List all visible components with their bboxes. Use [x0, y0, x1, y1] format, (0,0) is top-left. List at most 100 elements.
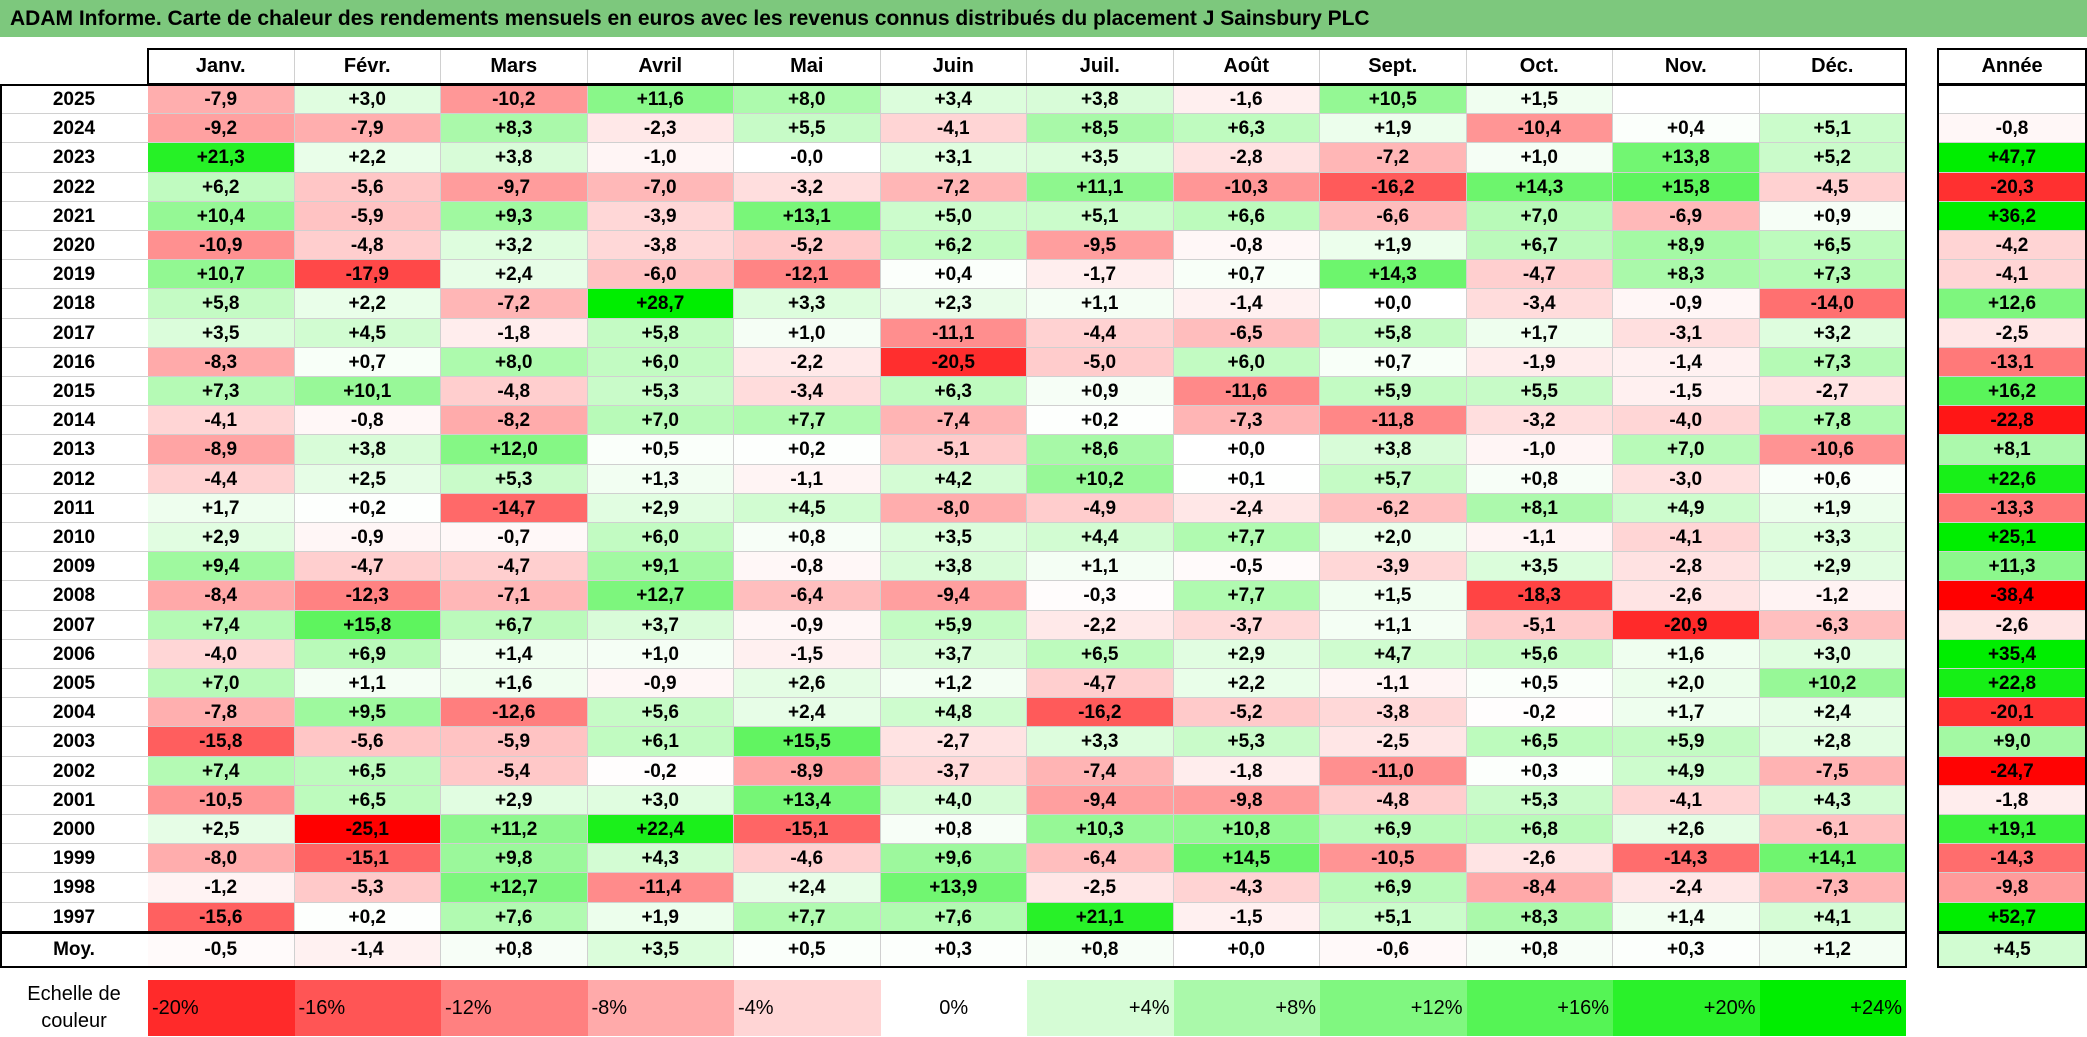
year-label: 2005 [0, 669, 148, 699]
heatmap-cell: +0,4 [880, 260, 1027, 290]
heatmap-cell: +9,3 [441, 201, 588, 231]
year-label: 2025 [0, 85, 148, 115]
heatmap-cell: -3,2 [1466, 406, 1613, 436]
heatmap-cell: +2,6 [734, 669, 881, 699]
month-header: Nov. [1613, 49, 1760, 84]
annual-cell: +19,1 [1938, 815, 2087, 845]
heatmap-cell: +1,0 [587, 639, 734, 669]
color-scale-label: Echelle de couleur [0, 980, 148, 1036]
heatmap-cell: +13,8 [1613, 143, 1760, 173]
heatmap-cell: +0,2 [294, 902, 441, 932]
year-label: 2019 [0, 260, 148, 290]
year-label: 2007 [0, 610, 148, 640]
heatmap-cell: -1,5 [1173, 902, 1320, 932]
heatmap-cell: +9,5 [294, 698, 441, 728]
heatmap-cell: -1,4 [1613, 347, 1760, 377]
average-cell: +3,5 [587, 933, 734, 967]
average-cell: +0,8 [1466, 933, 1613, 967]
heatmap-cell: -4,4 [148, 464, 295, 494]
heatmap-cell: +7,3 [1759, 260, 1906, 290]
year-label: 2018 [0, 289, 148, 319]
heatmap-cell: +3,3 [1027, 727, 1174, 757]
year-label: 2002 [0, 756, 148, 786]
heatmap-cell: +6,9 [1320, 873, 1467, 903]
annual-cell: -9,8 [1938, 873, 2087, 903]
average-label: Moy. [0, 933, 148, 967]
heatmap-cell: -8,0 [880, 493, 1027, 523]
heatmap-cell: -15,6 [148, 902, 295, 932]
heatmap-cell: +3,1 [880, 143, 1027, 173]
heatmap-cell: +14,3 [1466, 172, 1613, 202]
heatmap-cell: +2,2 [1173, 669, 1320, 699]
heatmap-cell: +6,3 [1173, 114, 1320, 144]
heatmap-cell: -7,2 [880, 172, 1027, 202]
heatmap-cell: +1,6 [441, 669, 588, 699]
heatmap-cell: -15,1 [294, 844, 441, 874]
year-label: 2006 [0, 639, 148, 669]
heatmap-cell: +6,7 [1466, 231, 1613, 261]
heatmap-cell: +3,3 [1759, 523, 1906, 553]
heatmap-cell: -7,2 [441, 289, 588, 319]
annual-cell: +11,3 [1938, 552, 2087, 582]
heatmap-cell: -4,0 [1613, 406, 1760, 436]
heatmap-cell: -0,2 [1466, 698, 1613, 728]
heatmap-cell: -0,0 [734, 143, 881, 173]
heatmap-cell: +7,7 [734, 406, 881, 436]
heatmap-cell: -4,6 [734, 844, 881, 874]
heatmap-cell: +4,9 [1613, 756, 1760, 786]
heatmap-cell: -11,0 [1320, 756, 1467, 786]
heatmap-cell: +1,3 [587, 464, 734, 494]
heatmap-cell: -1,5 [1613, 377, 1760, 407]
heatmap-cell: +4,3 [587, 844, 734, 874]
heatmap-cell: +4,8 [880, 698, 1027, 728]
heatmap-cell: +0,0 [1320, 289, 1467, 319]
annual-cell: +35,4 [1938, 639, 2087, 669]
heatmap-cell: +5,3 [1173, 727, 1320, 757]
heatmap-cell: -7,3 [1173, 406, 1320, 436]
heatmap-cell: -2,6 [1466, 844, 1613, 874]
heatmap-cell: +10,2 [1759, 669, 1906, 699]
heatmap-cell: -0,8 [294, 406, 441, 436]
heatmap-cell: +2,8 [1759, 727, 1906, 757]
year-label: 1998 [0, 873, 148, 903]
heatmap-cell: +5,0 [880, 201, 1027, 231]
heatmap-cell: +5,1 [1759, 114, 1906, 144]
heatmap-cell: +3,8 [1320, 435, 1467, 465]
heatmap-cell: +1,9 [1320, 114, 1467, 144]
heatmap-cell: +5,9 [880, 610, 1027, 640]
heatmap-cell: -0,7 [441, 523, 588, 553]
month-header: Août [1173, 49, 1320, 84]
heatmap-cell: +1,7 [148, 493, 295, 523]
heatmap-cell: -4,1 [880, 114, 1027, 144]
heatmap-cell: +1,7 [1466, 318, 1613, 348]
heatmap-cell: -0,2 [587, 756, 734, 786]
heatmap-cell: +6,9 [294, 639, 441, 669]
heatmap-cell: +13,9 [880, 873, 1027, 903]
color-scale-label-line2: couleur [41, 1010, 107, 1032]
heatmap-cell: -6,9 [1613, 201, 1760, 231]
heatmap-cell: +0,8 [880, 815, 1027, 845]
heatmap-cell: -5,9 [441, 727, 588, 757]
year-label: 2004 [0, 698, 148, 728]
heatmap-cell: +6,2 [148, 172, 295, 202]
heatmap-cell: +1,0 [1466, 143, 1613, 173]
heatmap-cell: +4,5 [294, 318, 441, 348]
year-label: 2010 [0, 523, 148, 553]
annual-cell: -24,7 [1938, 756, 2087, 786]
year-label: 2015 [0, 377, 148, 407]
heatmap-cell: -1,2 [148, 873, 295, 903]
heatmap-cell: -2,8 [1613, 552, 1760, 582]
heatmap-cell: +1,1 [1027, 552, 1174, 582]
heatmap-cell: +0,7 [294, 347, 441, 377]
heatmap-cell: -5,1 [880, 435, 1027, 465]
heatmap-cell: -5,0 [1027, 347, 1174, 377]
heatmap-cell: -18,3 [1466, 581, 1613, 611]
heatmap-cell: +8,5 [1027, 114, 1174, 144]
year-label: 2021 [0, 201, 148, 231]
month-header: Janv. [148, 49, 295, 84]
heatmap-cell: +1,9 [1320, 231, 1467, 261]
heatmap-cell: +0,8 [734, 523, 881, 553]
heatmap-cell: +4,3 [1759, 785, 1906, 815]
heatmap-cell: +0,0 [1173, 435, 1320, 465]
heatmap-cell: +8,6 [1027, 435, 1174, 465]
